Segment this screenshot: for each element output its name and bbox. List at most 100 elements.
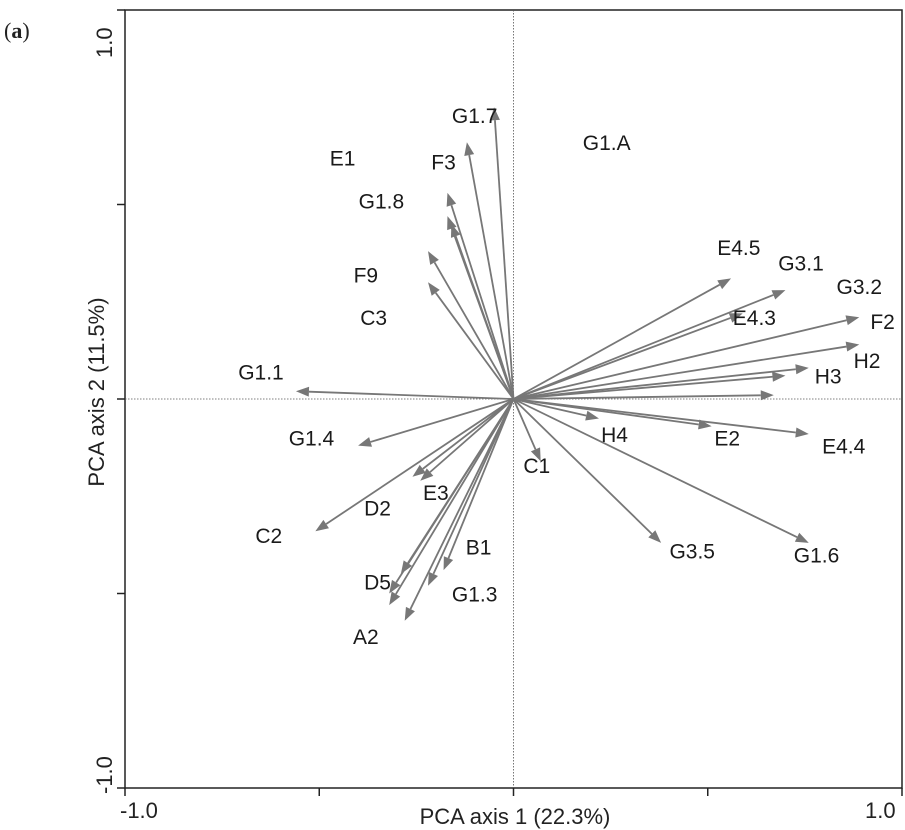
x-tick-label-max: 1.0 <box>865 798 896 823</box>
vector-label: G1.A <box>583 132 631 155</box>
arrowhead <box>794 532 809 543</box>
loading-vector-line <box>433 261 515 400</box>
vector-label: E4.3 <box>733 307 776 330</box>
vector-label: G3.1 <box>778 253 824 276</box>
vector-label: A2 <box>353 626 379 649</box>
loading-vector-line <box>407 398 515 564</box>
loading-vector-line <box>432 398 515 575</box>
vector-label: E2 <box>714 428 740 451</box>
arrowhead <box>400 560 413 575</box>
arrowhead <box>489 107 500 121</box>
vector-label: B1 <box>466 537 492 560</box>
loading-vector-line <box>370 398 514 443</box>
loading-vector-line <box>447 398 515 559</box>
x-axis-label: PCA axis 1 (22.3%) <box>420 804 611 829</box>
arrowhead <box>771 290 786 300</box>
vector-label: G1.4 <box>289 428 335 451</box>
loading-vector-line <box>395 398 515 595</box>
arrowhead <box>728 313 743 323</box>
panel-label-letter: a <box>11 18 23 43</box>
arrowhead <box>845 315 860 326</box>
vector-label: F2 <box>870 311 895 334</box>
loading-vector-line <box>513 345 847 400</box>
panel-label-open: ( <box>4 18 12 43</box>
arrowhead <box>795 364 809 375</box>
arrowhead <box>428 251 439 265</box>
x-tick-label-min: -1.0 <box>120 798 158 823</box>
loading-vector-line <box>450 204 515 400</box>
arrowhead <box>295 386 310 397</box>
vector-label: C2 <box>255 525 282 548</box>
loading-vector-line <box>513 394 761 400</box>
loading-vector-line <box>513 398 798 539</box>
arrowhead <box>648 530 662 543</box>
loading-vector-line <box>512 398 653 535</box>
vector-label: H2 <box>854 350 881 373</box>
arrowhead <box>464 142 475 156</box>
arrowhead <box>404 606 415 621</box>
arrowhead <box>389 579 401 594</box>
vector-label: D5 <box>364 572 391 595</box>
loading-vector-line <box>422 398 515 470</box>
y-axis-label: PCA axis 2 (11.5%) <box>84 297 109 486</box>
loading-vector-line <box>468 154 515 400</box>
arrowhead <box>412 464 426 477</box>
vector-label: E4.5 <box>717 237 760 260</box>
y-tick-label-max: 1.0 <box>92 27 117 58</box>
axis-ticks <box>117 9 903 796</box>
arrowhead <box>428 282 440 296</box>
vector-label: F3 <box>431 151 456 174</box>
loading-vector-line <box>513 319 847 400</box>
arrowhead <box>428 571 438 586</box>
loading-vector-line <box>512 398 537 450</box>
loading-vector-line <box>429 398 515 473</box>
vector-label: G1.1 <box>238 362 284 385</box>
vector-label: D2 <box>364 498 391 521</box>
loading-vector-line <box>513 375 773 400</box>
arrowhead <box>446 192 457 207</box>
vector-label: G3.5 <box>669 540 715 563</box>
vector-labels: G1.7 G1.A E1 F3 G1.8 F9 C3 G1.1 G1.4 C2 D2 E3 B1 D5 G1… <box>238 105 895 649</box>
arrowhead <box>772 371 786 382</box>
panel-label: (a) <box>4 18 30 44</box>
loading-vector-line <box>513 294 774 400</box>
vector-label: G3.2 <box>836 276 882 299</box>
arrowhead <box>717 278 732 290</box>
vector-label: G1.7 <box>452 105 498 128</box>
loading-vector-line <box>494 120 515 400</box>
vector-label: G1.3 <box>452 583 498 606</box>
arrowhead <box>358 437 372 447</box>
arrowhead <box>443 556 454 571</box>
loading-vector-line <box>513 398 796 434</box>
arrowhead <box>760 390 774 401</box>
arrowhead <box>447 216 457 231</box>
loading-vectors <box>295 107 860 621</box>
vector-label: C3 <box>360 307 387 330</box>
vector-label: E1 <box>330 148 356 171</box>
arrowhead <box>389 591 401 606</box>
vector-label: F9 <box>354 264 379 287</box>
vector-label: E3 <box>423 482 449 505</box>
vector-label: H3 <box>815 365 842 388</box>
arrowhead <box>795 427 809 438</box>
loading-vector-line <box>513 368 796 400</box>
arrowhead <box>585 410 599 421</box>
loading-vector-line <box>513 398 587 417</box>
vector-label: C1 <box>523 455 550 478</box>
vector-label: E4.4 <box>822 435 866 458</box>
arrowhead <box>845 341 860 352</box>
vector-label: G1.8 <box>359 190 405 213</box>
loading-vector-line <box>513 283 721 400</box>
loading-vector-line <box>409 398 515 610</box>
vector-label: G1.6 <box>794 544 840 567</box>
loading-vector-line <box>513 317 731 400</box>
arrowhead <box>450 223 461 238</box>
y-tick-label-min: -1.0 <box>92 756 117 794</box>
panel-label-close: ) <box>22 18 30 43</box>
loading-vector-line <box>325 398 514 525</box>
loading-vector-line <box>434 292 515 400</box>
arrowhead <box>315 519 329 532</box>
vector-label: H4 <box>601 424 628 447</box>
arrowhead <box>420 468 434 481</box>
